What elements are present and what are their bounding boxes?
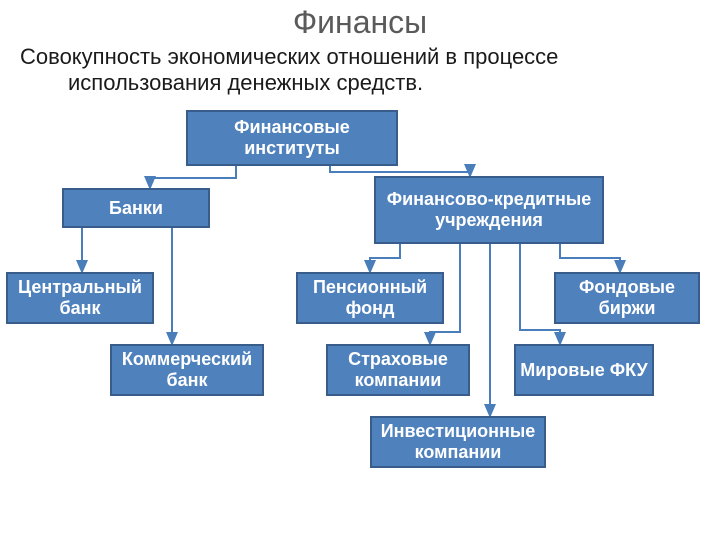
node-fku: Финансово-кредитные учреждения: [374, 176, 604, 244]
node-label: Пенсионный фонд: [302, 277, 438, 318]
node-label: Инвестиционные компании: [376, 421, 540, 462]
node-central: Центральный банк: [6, 272, 154, 324]
node-pension: Пенсионный фонд: [296, 272, 444, 324]
edge-fku-pension: [370, 244, 400, 272]
node-insur: Страховые компании: [326, 344, 470, 396]
edge-fku-stock: [560, 244, 620, 272]
node-label: Фондовые биржи: [560, 277, 694, 318]
node-label: Коммерческий банк: [116, 349, 258, 390]
node-stock: Фондовые биржи: [554, 272, 700, 324]
page-title: Финансы: [0, 4, 720, 41]
edge-root-banks: [150, 166, 236, 188]
node-label: Центральный банк: [12, 277, 148, 318]
node-world: Мировые ФКУ: [514, 344, 654, 396]
node-label: Страховые компании: [332, 349, 464, 390]
node-label: Мировые ФКУ: [520, 360, 648, 381]
node-root: Финансовые институты: [186, 110, 398, 166]
node-commerc: Коммерческий банк: [110, 344, 264, 396]
node-label: Банки: [109, 198, 163, 219]
node-banks: Банки: [62, 188, 210, 228]
node-label: Финансово-кредитные учреждения: [380, 189, 598, 230]
node-invest: Инвестиционные компании: [370, 416, 546, 468]
node-label: Финансовые институты: [192, 117, 392, 158]
edge-root-fku: [330, 166, 470, 176]
page-subtitle: Совокупность экономических отношений в п…: [20, 44, 588, 97]
